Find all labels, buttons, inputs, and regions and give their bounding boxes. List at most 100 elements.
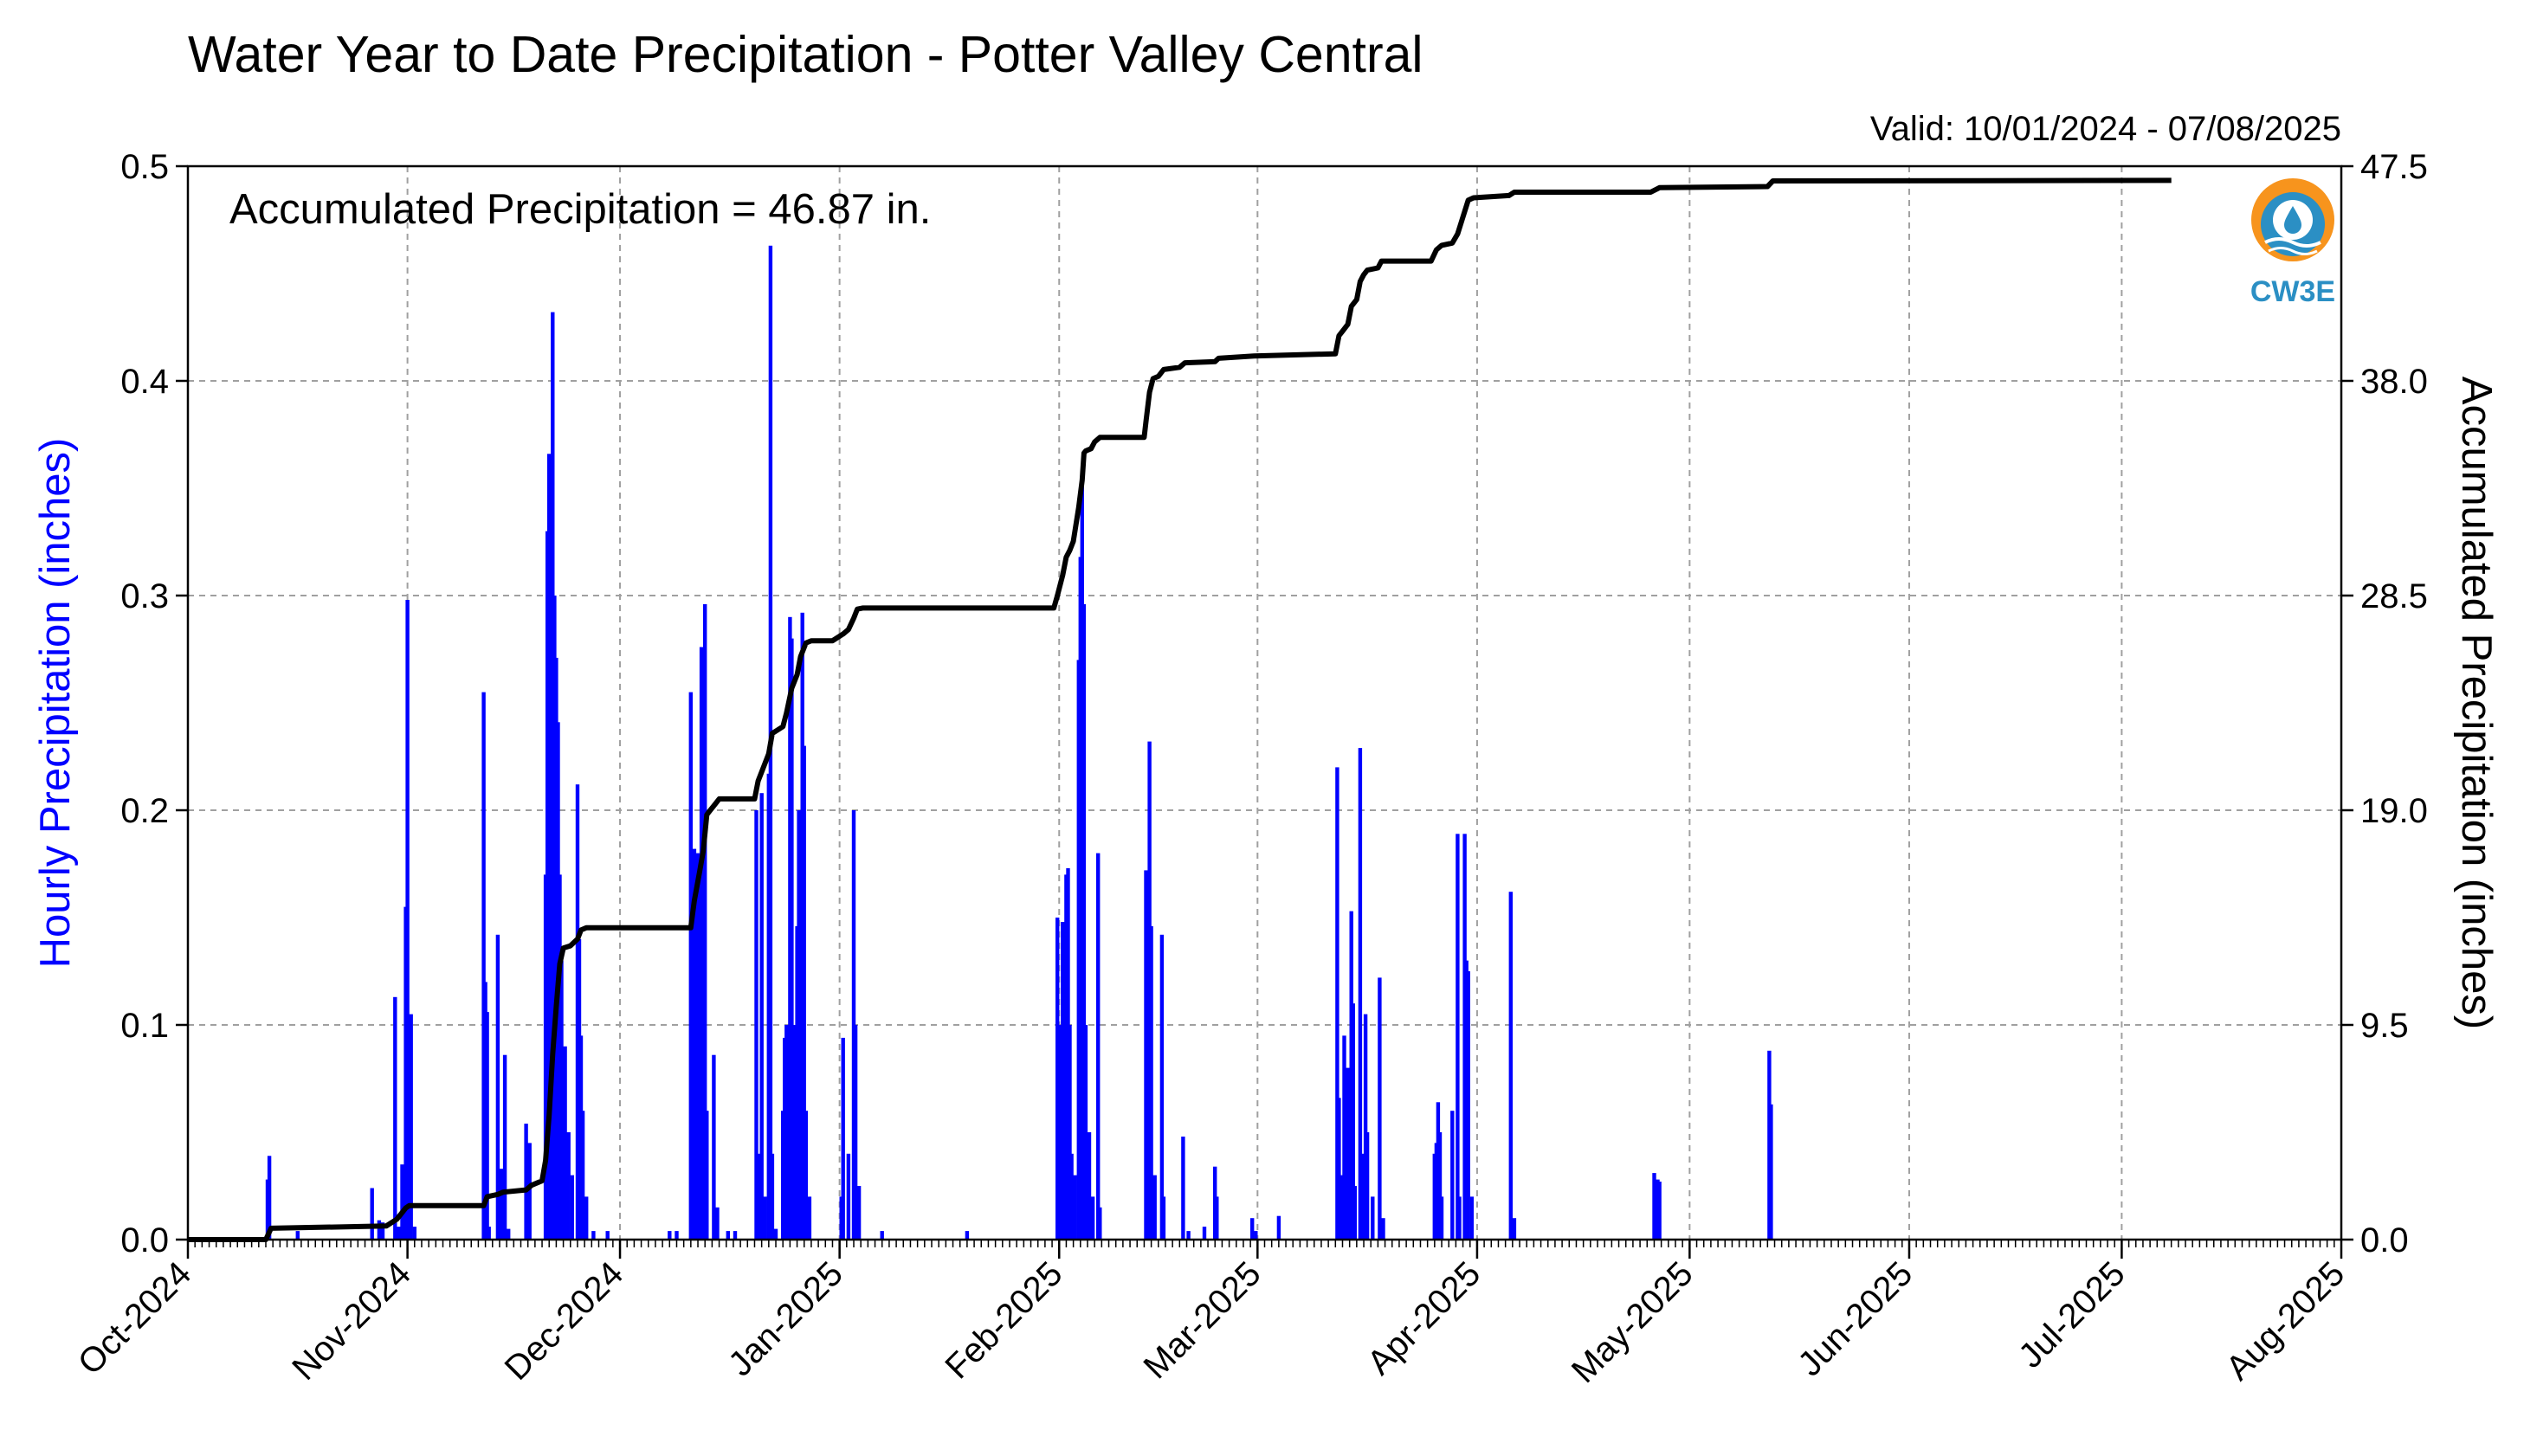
hourly-bar [1339, 1175, 1343, 1240]
hourly-bar [507, 1228, 511, 1240]
hourly-bar [1081, 603, 1087, 1240]
hourly-bar [1456, 834, 1460, 1240]
hourly-bar [733, 1231, 738, 1240]
hourly-bar [370, 1188, 374, 1240]
hourly-bar [797, 810, 801, 1240]
hourly-bar [393, 996, 397, 1240]
hourly-bar [524, 1124, 528, 1240]
hourly-bar [1159, 934, 1165, 1240]
hourly-bar [295, 1231, 300, 1240]
hourly-bar [1381, 1218, 1385, 1240]
hourly-bar [1152, 1175, 1157, 1240]
hourly-bar [1186, 1231, 1191, 1240]
chart-title: Water Year to Date Precipitation - Potte… [188, 26, 1423, 83]
hourly-bar [1090, 1196, 1095, 1240]
hourly-bar [1096, 853, 1101, 1240]
hourly-bar [400, 1164, 404, 1240]
y-right-tick-label: 19.0 [2360, 792, 2428, 830]
hourly-bar [807, 1196, 812, 1240]
y-right-tick-label: 9.5 [2360, 1007, 2409, 1045]
y-left-tick-label: 0.0 [120, 1221, 169, 1260]
hourly-bar [570, 1175, 574, 1240]
hourly-bar [591, 1231, 596, 1240]
hourly-bar [1352, 1186, 1357, 1240]
hourly-bar [784, 1025, 789, 1240]
y-right-tick-label: 28.5 [2360, 577, 2428, 615]
hourly-bar [495, 934, 500, 1240]
cw3e-logo: CW3E [2250, 178, 2335, 308]
hourly-bar [527, 1143, 532, 1240]
hourly-bar [566, 1132, 571, 1240]
hourly-bar [1276, 1215, 1281, 1240]
hourly-bar [1363, 1014, 1368, 1240]
hourly-bar [380, 1222, 385, 1240]
hourly-bar [1439, 1196, 1444, 1240]
hourly-bar [1437, 1132, 1443, 1240]
hourly-bar [1469, 1196, 1474, 1240]
y-left-tick-label: 0.1 [120, 1007, 169, 1045]
y-axis-left-label: Hourly Precipitation (inches) [32, 438, 79, 969]
hourly-bar [559, 960, 564, 1240]
hourly-bar [1057, 1025, 1062, 1240]
hourly-bar [1061, 922, 1065, 1240]
hourly-bar [1351, 1003, 1355, 1240]
hourly-bar [1365, 1132, 1370, 1240]
accumulated-total-annotation: Accumulated Precipitation = 46.87 in. [229, 186, 931, 233]
y-left-tick-label: 0.4 [120, 363, 169, 401]
hourly-bar [1069, 1153, 1074, 1240]
hourly-bar [763, 1196, 767, 1240]
hourly-bar [409, 1014, 413, 1240]
hourly-bar [412, 1227, 416, 1240]
hourly-bar [1098, 1207, 1102, 1240]
y-right-tick-label: 38.0 [2360, 363, 2428, 401]
hourly-bar [712, 1054, 716, 1240]
valid-date-range: Valid: 10/01/2024 - 07/08/2025 [1870, 110, 2341, 148]
hourly-bar [675, 1231, 679, 1240]
hourly-bar [499, 1169, 504, 1240]
hourly-bar [965, 1231, 970, 1240]
accumulated-precipitation-line [188, 177, 2172, 1242]
hourly-bar [580, 1111, 585, 1240]
logo-wave-1 [2264, 237, 2321, 248]
hourly-bar [1337, 1098, 1341, 1240]
hourly-bar [1769, 1104, 1773, 1240]
hourly-bar [487, 1227, 491, 1240]
hourly-bar [481, 692, 486, 1240]
hourly-bar [1335, 767, 1339, 1240]
hourly-bar [397, 1227, 401, 1240]
hourly-bar [605, 1231, 610, 1240]
hourly-bar [754, 810, 758, 1240]
hourly-bar [502, 1054, 507, 1240]
y-right-tick-label: 0.0 [2360, 1221, 2409, 1260]
hourly-bar [773, 1228, 778, 1240]
hourly-bar [1250, 1218, 1255, 1240]
hourly-bar [267, 1156, 272, 1240]
hourly-bar [584, 1196, 589, 1240]
hourly-bar [1068, 1025, 1072, 1240]
hourly-bar [841, 1037, 845, 1240]
y-left-tick-label: 0.2 [120, 792, 169, 830]
hourly-bar [1202, 1227, 1207, 1240]
y-axis-right-label: Accumulated Precipitation (inches) [2453, 377, 2500, 1029]
hourly-bar [802, 745, 806, 1240]
hourly-bar [1254, 1231, 1258, 1240]
hourly-bar [703, 603, 707, 1240]
hourly-bar [846, 1153, 851, 1240]
hourly-bar [853, 1025, 858, 1240]
hourly-bar [856, 1186, 862, 1240]
hourly-bar [1450, 1111, 1455, 1240]
hourly-bar [759, 793, 764, 1240]
hourly-bar [1657, 1182, 1662, 1240]
logo-wave-2 [2268, 247, 2318, 255]
hourly-bar [1087, 1132, 1092, 1240]
hourly-bar [563, 1046, 567, 1240]
hourly-bar [804, 1111, 808, 1240]
y-left-tick-label: 0.5 [120, 148, 169, 186]
logo-text: CW3E [2250, 275, 2335, 308]
hourly-bar [405, 600, 410, 1240]
hourly-bar [1359, 1153, 1365, 1240]
hourly-bar [1181, 1137, 1185, 1240]
hourly-bar [1342, 1035, 1346, 1240]
hourly-bar [1508, 892, 1513, 1240]
